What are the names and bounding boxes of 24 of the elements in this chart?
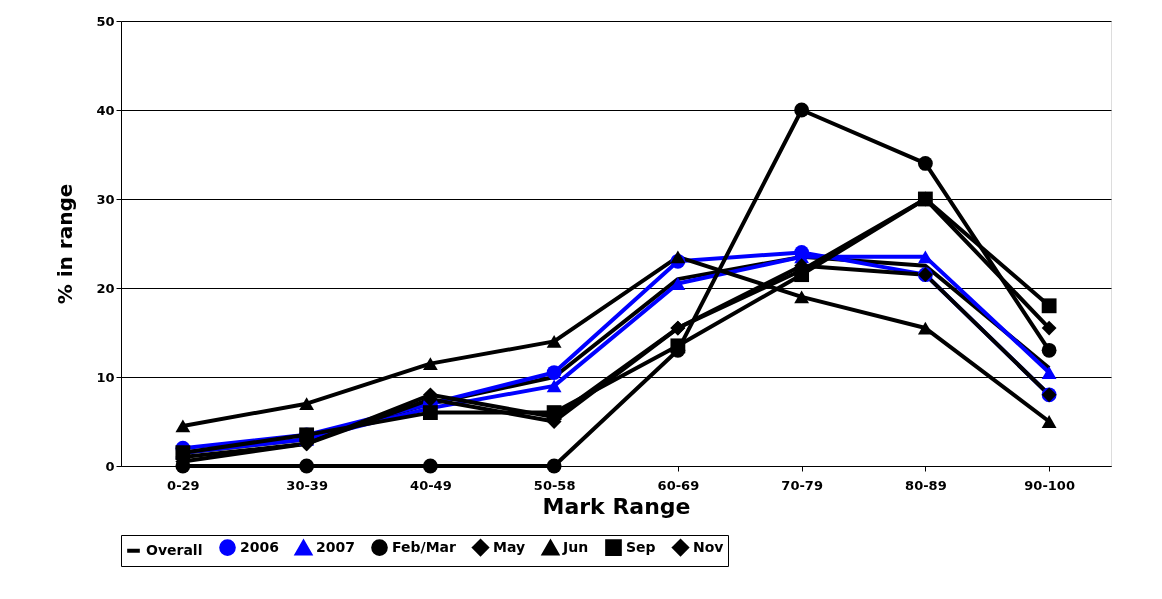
y-tick-label: 0 xyxy=(105,458,115,474)
x-axis-title: Mark Range xyxy=(542,493,691,519)
x-tick-label: 30-39 xyxy=(286,477,328,493)
legend-label: Jun xyxy=(562,539,589,556)
y-tick-label: 40 xyxy=(96,102,115,118)
y-tick-label: 50 xyxy=(96,13,115,29)
legend-label: Nov xyxy=(693,538,724,555)
x-tick-label: 50-58 xyxy=(533,477,576,493)
x-tick-label: 90-100 xyxy=(1024,477,1075,493)
x-tick-label: 70-79 xyxy=(781,477,823,493)
x-tick-label: 60-69 xyxy=(657,477,700,493)
legend-label: May xyxy=(493,538,526,555)
y-tick-label: 30 xyxy=(96,191,115,207)
y-tick-label: 10 xyxy=(96,369,115,385)
x-tick-label: 0-29 xyxy=(167,477,200,493)
legend-label: Feb/Mar xyxy=(392,538,456,555)
legend-label: 2007 xyxy=(316,539,355,556)
y-tick-label: 20 xyxy=(96,280,115,296)
legend-label: 2006 xyxy=(240,538,279,555)
x-tick-label: 80-89 xyxy=(905,477,947,493)
legend-label: Overall xyxy=(146,541,203,558)
x-tick-label: 40-49 xyxy=(410,477,452,493)
legend-label: Sep xyxy=(626,538,656,555)
y-axis-title: % in range xyxy=(53,183,78,305)
